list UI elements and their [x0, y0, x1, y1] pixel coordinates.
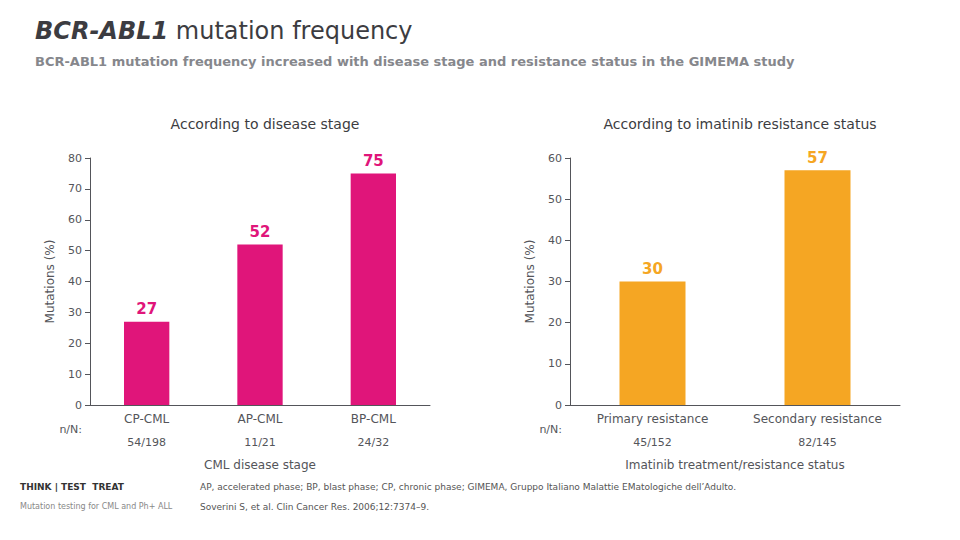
svg-text:82/145: 82/145 [798, 436, 837, 449]
svg-text:30: 30 [548, 275, 562, 288]
svg-text:40: 40 [68, 275, 82, 288]
svg-text:According to disease stage: According to disease stage [171, 116, 360, 132]
svg-text:Mutation testing for CML and P: Mutation testing for CML and Ph+ ALL [20, 502, 173, 511]
svg-text:Mutations (%): Mutations (%) [523, 240, 537, 324]
svg-text:CML disease stage: CML disease stage [204, 458, 316, 472]
svg-text:30: 30 [642, 260, 663, 278]
svg-text:10: 10 [548, 357, 562, 370]
svg-text:Primary resistance: Primary resistance [597, 412, 709, 426]
svg-text:52: 52 [250, 223, 271, 241]
svg-text:Imatinib treatment/resistance: Imatinib treatment/resistance status [625, 458, 844, 472]
svg-text:According to imatinib resistan: According to imatinib resistance status [603, 116, 876, 132]
svg-text:80: 80 [68, 152, 82, 165]
svg-text:AP-CML: AP-CML [238, 412, 283, 426]
svg-text:0: 0 [555, 399, 562, 412]
svg-text:75: 75 [363, 152, 384, 170]
svg-text:mutation frequency: mutation frequency [168, 17, 412, 45]
svg-text:AP, accelerated phase; BP, bla: AP, accelerated phase; BP, blast phase; … [200, 482, 736, 492]
svg-text:Mutations (%): Mutations (%) [43, 240, 57, 324]
svg-text:60: 60 [548, 152, 562, 165]
svg-text:Soverini S, et al. Clin Cancer: Soverini S, et al. Clin Cancer Res. 2006… [200, 502, 429, 512]
svg-text:BP-CML: BP-CML [351, 412, 396, 426]
svg-text:60: 60 [68, 213, 82, 226]
svg-text:THINK | TEST TREAT: THINK | TEST TREAT [20, 482, 125, 492]
svg-text:27: 27 [136, 300, 157, 318]
svg-text:20: 20 [68, 337, 82, 350]
svg-text:50: 50 [548, 193, 562, 206]
svg-text:n/N:: n/N: [539, 423, 562, 436]
svg-text:11/21: 11/21 [244, 436, 276, 449]
svg-text:50: 50 [68, 244, 82, 257]
svg-text:n/N:: n/N: [59, 423, 82, 436]
svg-text:Secondary resistance: Secondary resistance [753, 412, 882, 426]
svg-text:30: 30 [68, 306, 82, 319]
svg-text:BCR-ABL1: BCR-ABL1 [35, 17, 168, 45]
svg-text:40: 40 [548, 234, 562, 247]
svg-text:24/32: 24/32 [357, 436, 389, 449]
svg-text:BCR-ABL1 mutation frequency in: BCR-ABL1 mutation frequency increased wi… [35, 54, 795, 69]
svg-text:20: 20 [548, 316, 562, 329]
svg-text:CP-CML: CP-CML [124, 412, 169, 426]
svg-text:70: 70 [68, 182, 82, 195]
svg-text:54/198: 54/198 [127, 436, 166, 449]
svg-text:10: 10 [68, 368, 82, 381]
svg-text:0: 0 [75, 399, 82, 412]
svg-text:45/152: 45/152 [633, 436, 672, 449]
svg-text:57: 57 [807, 149, 828, 167]
